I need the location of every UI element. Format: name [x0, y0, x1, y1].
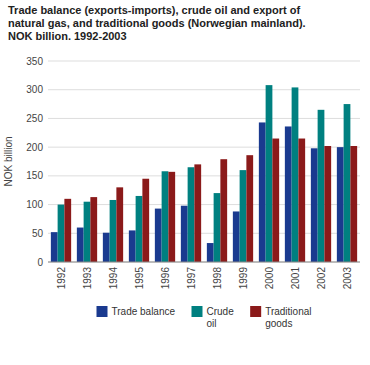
- text-line: goods: [265, 318, 292, 329]
- title: Trade balance (exports-imports), crude o…: [8, 4, 306, 42]
- y-tick-label: 100: [26, 199, 43, 210]
- bar: [64, 199, 71, 262]
- text-line: Trade balance: [111, 306, 175, 317]
- bar: [58, 205, 65, 262]
- bar: [350, 146, 357, 262]
- bar: [240, 170, 247, 262]
- text-line: Trade balance (exports-imports), crude o…: [8, 4, 301, 16]
- x-tick-label: 2000: [264, 267, 275, 290]
- grid-line: [48, 147, 360, 148]
- legend-swatch: [191, 306, 202, 317]
- bar: [246, 155, 253, 262]
- bar: [136, 196, 143, 262]
- x-tick-label: 1995: [134, 267, 145, 290]
- bar: [344, 104, 351, 262]
- legend-item: Traditionalgoods: [250, 306, 311, 329]
- x-tick-label: 1994: [108, 267, 119, 290]
- x-tick-label: 1999: [238, 267, 249, 290]
- bar: [259, 122, 266, 262]
- grid-line: [48, 89, 360, 90]
- bar: [142, 179, 149, 262]
- bar: [233, 211, 240, 262]
- legend-item: Trade balance: [96, 306, 175, 317]
- x-tick-label: 1998: [212, 267, 223, 290]
- x-tick-label: 1996: [160, 267, 171, 290]
- bar: [220, 159, 227, 262]
- legend-swatch: [250, 306, 261, 317]
- bar: [84, 202, 91, 262]
- legend-item: Crudeoil: [191, 306, 234, 329]
- bar: [285, 126, 292, 262]
- x-tick-label: 1993: [82, 267, 93, 290]
- text-line: Traditional: [265, 306, 311, 317]
- bar: [116, 187, 123, 262]
- grid-line: [48, 61, 360, 62]
- bar: [311, 148, 318, 262]
- bar: [188, 167, 195, 262]
- legend-label: Trade balance: [111, 306, 175, 317]
- y-tick-label: 250: [26, 113, 43, 124]
- bar: [318, 110, 325, 262]
- bar: [110, 200, 117, 262]
- text-line: natural gas, and traditional goods (Norw…: [8, 17, 306, 29]
- y-tick-label: 200: [26, 142, 43, 153]
- y-tick-label: 0: [37, 257, 43, 268]
- x-tick-label: 2002: [316, 267, 327, 290]
- y-tick-label: 350: [26, 56, 43, 67]
- bar: [194, 164, 201, 262]
- grid-line: [48, 118, 360, 119]
- bar: [77, 228, 84, 262]
- bar: [337, 147, 344, 262]
- bar: [324, 146, 331, 262]
- bar: [272, 139, 279, 262]
- bar: [298, 139, 305, 262]
- bar: [162, 171, 169, 262]
- bar: [129, 230, 136, 262]
- bar: [51, 232, 58, 262]
- bar: [181, 206, 188, 262]
- legend-label: Crudeoil: [206, 306, 234, 329]
- bar: [90, 197, 97, 262]
- bar: [214, 193, 221, 262]
- y-tick-label: 150: [26, 170, 43, 181]
- x-tick-label: 2001: [290, 267, 301, 290]
- x-axis-line: [48, 262, 360, 263]
- bar: [266, 85, 273, 262]
- bar: [292, 87, 299, 262]
- y-tick-label: 300: [26, 84, 43, 95]
- text-line: NOK billion. 1992-2003: [8, 30, 127, 42]
- bars: [51, 85, 357, 262]
- grid: [48, 61, 360, 262]
- legend: Trade balance Crudeoil Traditionalgoods: [96, 306, 311, 329]
- x-tick-label: 1997: [186, 267, 197, 290]
- x-tick-label: 2003: [342, 267, 353, 290]
- bar: [103, 233, 110, 262]
- bar: [168, 172, 175, 262]
- bar: [207, 243, 214, 262]
- bar: [155, 209, 162, 262]
- y-axis-label: NOK billion: [3, 136, 14, 186]
- y-tick-label: 50: [32, 228, 44, 239]
- legend-swatch: [96, 306, 107, 317]
- chart: Trade balance (exports-imports), crude o…: [0, 0, 370, 365]
- x-tick-label: 1992: [56, 267, 67, 290]
- text-line: Crude: [206, 306, 234, 317]
- grid-line: [48, 262, 360, 263]
- legend-label: Traditionalgoods: [265, 306, 311, 329]
- text-line: oil: [206, 318, 216, 329]
